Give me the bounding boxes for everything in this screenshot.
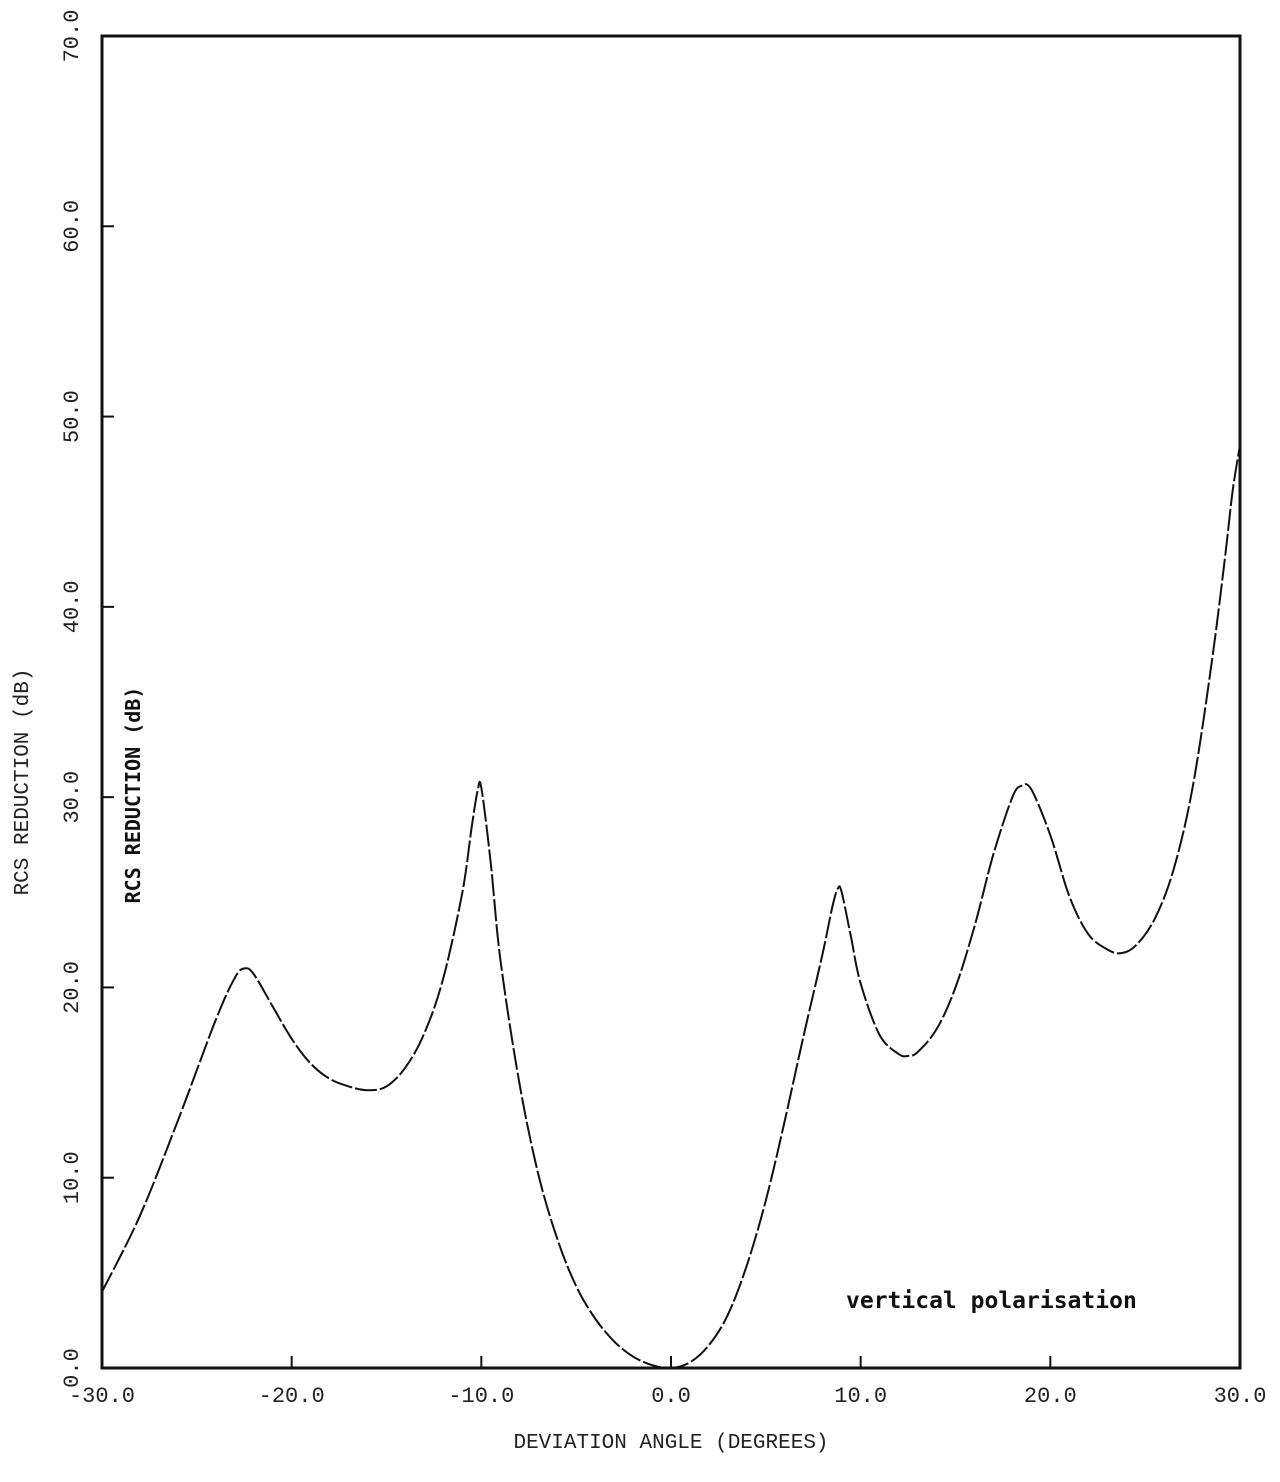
data-point	[499, 958, 501, 960]
x-axis-ticks: -30.0 -20.0 -10.0 0.0 10.0 20.0 30.0	[69, 1356, 1266, 1409]
data-point	[1021, 785, 1023, 787]
x-axis-title: DEVIATION ANGLE (DEGREES)	[513, 1432, 828, 1455]
data-point	[860, 983, 862, 985]
data-point	[1106, 948, 1108, 950]
data-point	[1231, 492, 1233, 494]
data-point	[291, 1038, 293, 1040]
data-point	[1087, 933, 1089, 935]
x-tick-label: -30.0	[69, 1384, 135, 1409]
data-point	[348, 1085, 350, 1087]
data-point	[518, 1082, 520, 1084]
data-point	[1030, 789, 1032, 791]
data-point	[689, 1361, 691, 1363]
data-point	[575, 1285, 577, 1287]
data-point	[917, 1051, 919, 1053]
series-line	[101, 444, 1241, 1370]
data-point	[405, 1066, 407, 1068]
data-point	[1192, 787, 1194, 789]
data-point	[234, 977, 236, 979]
plot-border	[100, 34, 1242, 1370]
y-tick-label: 20.0	[60, 961, 85, 1014]
data-point	[490, 863, 492, 865]
data-point	[850, 937, 852, 939]
data-point	[936, 1028, 938, 1030]
data-point	[1224, 558, 1226, 560]
data-point	[101, 1291, 103, 1293]
data-point	[992, 853, 994, 855]
data-point	[898, 1053, 900, 1055]
data-point	[1120, 952, 1122, 954]
x-tick-label: 10.0	[834, 1384, 887, 1409]
legend-annotation: vertical polarisation	[846, 1288, 1137, 1314]
data-point	[367, 1089, 369, 1091]
data-point	[879, 1034, 881, 1036]
y-axis-title-inner: RCS REDUCTION (dB)	[121, 687, 145, 904]
x-tick-label: -10.0	[448, 1384, 514, 1409]
data-point	[613, 1340, 615, 1342]
data-point	[310, 1063, 312, 1065]
data-point	[955, 986, 957, 988]
data-point	[841, 891, 843, 893]
y-axis-ticks: 0.0 10.0 20.0 30.0 40.0 50.0 60.0 70.0	[60, 10, 114, 1388]
data-point	[272, 1006, 274, 1008]
data-point	[480, 787, 482, 789]
data-point	[139, 1215, 141, 1217]
data-point	[1239, 444, 1241, 446]
data-point	[461, 891, 463, 893]
data-point	[329, 1078, 331, 1080]
x-tick-label: 20.0	[1024, 1384, 1077, 1409]
data-point	[746, 1264, 748, 1266]
data-point	[1211, 663, 1213, 665]
data-point	[803, 1034, 805, 1036]
data-point	[837, 888, 839, 890]
x-tick-label: -20.0	[259, 1384, 325, 1409]
data-point	[215, 1019, 217, 1021]
data-point	[1049, 834, 1051, 836]
data-point	[708, 1344, 710, 1346]
data-point	[907, 1055, 909, 1057]
data-point	[442, 977, 444, 979]
series-layer	[101, 444, 1241, 1370]
data-point	[253, 973, 255, 975]
data-point	[243, 967, 245, 969]
data-point	[594, 1318, 596, 1320]
y-tick-label: 60.0	[60, 200, 85, 253]
data-point	[974, 926, 976, 928]
data-point	[632, 1356, 634, 1358]
data-point	[537, 1173, 539, 1175]
data-point	[386, 1085, 388, 1087]
data-point	[765, 1200, 767, 1202]
data-point	[1011, 796, 1013, 798]
data-point	[822, 952, 824, 954]
data-point	[1173, 869, 1175, 871]
data-point	[670, 1367, 672, 1369]
y-tick-label: 30.0	[60, 771, 85, 824]
data-point	[831, 907, 833, 909]
data-point	[1068, 895, 1070, 897]
data-point	[727, 1314, 729, 1316]
y-tick-label: 50.0	[60, 390, 85, 443]
y-tick-label: 0.0	[60, 1348, 85, 1388]
y-tick-label: 10.0	[60, 1151, 85, 1204]
y-axis-title: RCS REDUCTION (dB)	[12, 669, 35, 896]
y-tick-label: 70.0	[60, 10, 85, 63]
data-point	[1154, 918, 1156, 920]
y-tick-label: 40.0	[60, 580, 85, 633]
data-point	[1135, 945, 1137, 947]
data-point	[784, 1120, 786, 1122]
x-tick-label: 0.0	[651, 1384, 691, 1409]
data-point	[556, 1238, 558, 1240]
data-point	[177, 1120, 179, 1122]
data-point	[651, 1364, 653, 1366]
data-point	[423, 1032, 425, 1034]
plot-frame	[100, 34, 1242, 1370]
data-point	[471, 825, 473, 827]
x-tick-label: 30.0	[1214, 1384, 1267, 1409]
data-point	[477, 790, 479, 792]
